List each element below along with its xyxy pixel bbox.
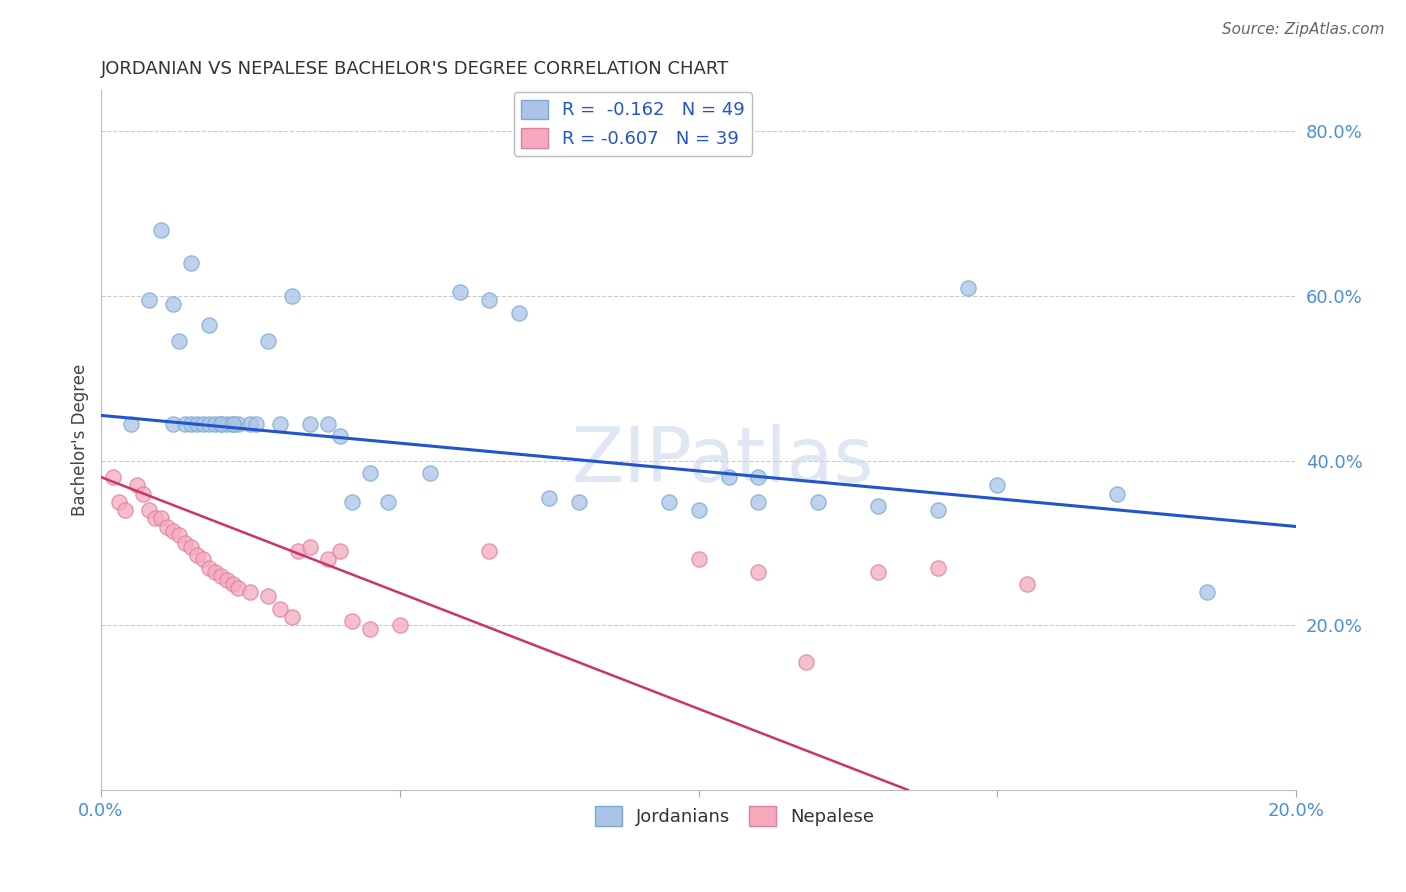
Point [807,495,830,509]
Point [340,614,363,628]
Point [508,305,530,319]
Point [927,503,949,517]
Point [866,565,889,579]
Point [180,256,202,270]
Point [747,565,769,579]
Point [747,495,769,509]
Point [143,511,166,525]
Point [299,540,322,554]
Point [359,623,381,637]
Point [245,417,267,431]
Point [287,544,309,558]
Point [149,511,172,525]
Point [329,429,352,443]
Point [215,573,238,587]
Point [281,610,304,624]
Point [191,552,214,566]
Point [658,495,681,509]
Point [186,417,208,431]
Point [209,569,232,583]
Point [173,417,195,431]
Point [204,417,226,431]
Point [221,417,243,431]
Point [125,478,148,492]
Text: JORDANIAN VS NEPALESE BACHELOR'S DEGREE CORRELATION CHART: JORDANIAN VS NEPALESE BACHELOR'S DEGREE … [101,60,730,78]
Point [167,334,190,349]
Point [239,417,262,431]
Point [228,417,250,431]
Point [449,285,471,299]
Point [257,590,280,604]
Point [688,552,710,566]
Point [538,491,561,505]
Point [120,417,142,431]
Point [927,560,949,574]
Point [478,293,501,308]
Point [419,466,441,480]
Point [180,417,202,431]
Point [197,318,219,332]
Point [228,581,250,595]
Point [204,565,226,579]
Point [1105,486,1128,500]
Point [1195,585,1218,599]
Point [209,417,232,431]
Point [956,281,979,295]
Point [162,417,184,431]
Point [388,618,411,632]
Point [209,417,232,431]
Point [986,478,1008,492]
Point [239,585,262,599]
Point [269,417,291,431]
Point [329,544,352,558]
Point [221,577,243,591]
Point [101,470,124,484]
Point [688,503,710,517]
Text: Source: ZipAtlas.com: Source: ZipAtlas.com [1222,22,1385,37]
Point [316,417,339,431]
Point [197,560,219,574]
Point [149,223,172,237]
Point [132,486,155,500]
Point [221,417,243,431]
Point [108,495,131,509]
Point [478,544,501,558]
Point [215,417,238,431]
Point [162,524,184,538]
Point [281,289,304,303]
Point [717,470,740,484]
Point [866,499,889,513]
Point [299,417,322,431]
Point [257,334,280,349]
Point [747,470,769,484]
Point [359,466,381,480]
Point [138,503,160,517]
Point [794,656,817,670]
Point [568,495,591,509]
Point [340,495,363,509]
Point [162,297,184,311]
Point [1017,577,1039,591]
Point [180,540,202,554]
Point [114,503,136,517]
Point [191,417,214,431]
Point [316,552,339,566]
Point [269,602,291,616]
Point [167,527,190,541]
Point [377,495,399,509]
Point [197,417,219,431]
Point [173,536,195,550]
Point [138,293,160,308]
Legend: Jordanians, Nepalese: Jordanians, Nepalese [588,799,882,833]
Y-axis label: Bachelor's Degree: Bachelor's Degree [72,364,89,516]
Point [186,549,208,563]
Text: ZIPatlas: ZIPatlas [571,424,873,498]
Point [156,519,179,533]
